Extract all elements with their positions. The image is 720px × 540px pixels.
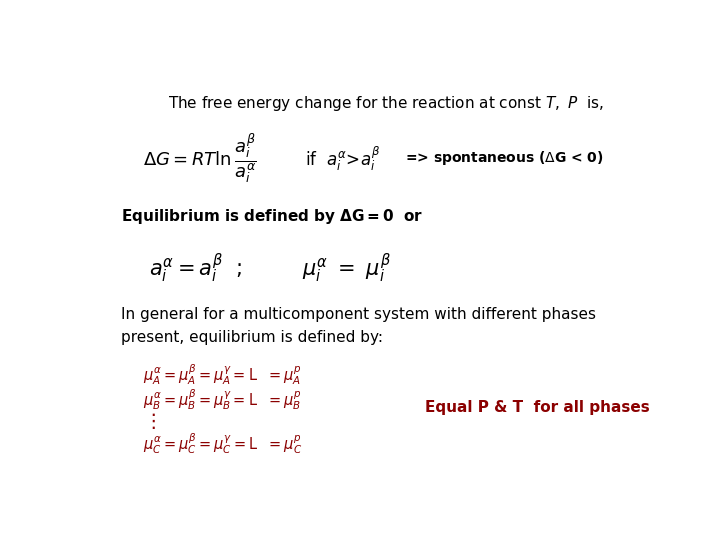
Text: $a_i^{\alpha} = a_i^{\beta}$  ;: $a_i^{\alpha} = a_i^{\beta}$ ; xyxy=(148,252,242,285)
Text: $\mathbf{Equilibrium\ is\ defined\ by\ \Delta G = 0\ \ or}$: $\mathbf{Equilibrium\ is\ defined\ by\ \… xyxy=(121,207,423,226)
Text: $\mu_C^{\alpha} = \mu_C^{\beta} = \mu_C^{\gamma} =\mathrm{L}\ \ = \mu_C^{p}$: $\mu_C^{\alpha} = \mu_C^{\beta} = \mu_C^… xyxy=(143,431,302,456)
Text: $\mu_i^{\alpha}\ =\ \mu_i^{\beta}$: $\mu_i^{\alpha}\ =\ \mu_i^{\beta}$ xyxy=(302,252,391,285)
Text: In general for a multicomponent system with different phases: In general for a multicomponent system w… xyxy=(121,307,595,322)
Text: $\Delta G = RT\ln\dfrac{a_i^{\beta}}{a_i^{\alpha}}$: $\Delta G = RT\ln\dfrac{a_i^{\beta}}{a_i… xyxy=(143,131,257,185)
Text: The free energy change for the reaction at const $T,\ P$  is,: The free energy change for the reaction … xyxy=(168,94,604,113)
Text: $\mu_B^{\alpha} = \mu_B^{\beta} = \mu_B^{\gamma} =\mathrm{L}\ \ = \mu_B^{p}$: $\mu_B^{\alpha} = \mu_B^{\beta} = \mu_B^… xyxy=(143,387,302,412)
Text: => spontaneous ($\Delta$G < 0): => spontaneous ($\Delta$G < 0) xyxy=(405,150,604,167)
Text: Equal P & T  for all phases: Equal P & T for all phases xyxy=(425,400,649,415)
Text: if  $a_i^{\alpha}\!>\!a_i^{\beta}$: if $a_i^{\alpha}\!>\!a_i^{\beta}$ xyxy=(305,144,380,173)
Text: $\mu_A^{\alpha} = \mu_A^{\beta} = \mu_A^{\gamma} =\mathrm{L}\ \ = \mu_A^{p}$: $\mu_A^{\alpha} = \mu_A^{\beta} = \mu_A^… xyxy=(143,362,302,387)
Text: $\vdots$: $\vdots$ xyxy=(143,411,156,431)
Text: present, equilibrium is defined by:: present, equilibrium is defined by: xyxy=(121,329,383,345)
